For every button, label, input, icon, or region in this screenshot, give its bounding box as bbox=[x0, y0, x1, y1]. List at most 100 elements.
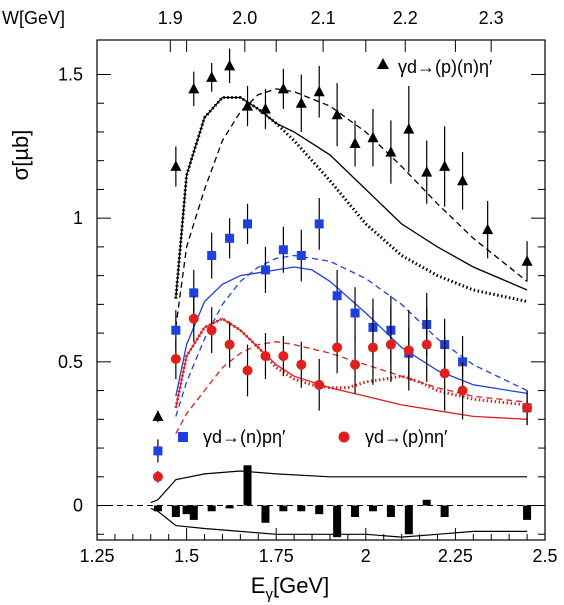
data-point-triangle bbox=[349, 137, 361, 148]
systematic-bar bbox=[386, 505, 395, 518]
x-axis-label: Eγ[GeV] bbox=[251, 573, 329, 603]
data-point-circle bbox=[242, 365, 253, 376]
x-axis-label-unit: [GeV] bbox=[273, 573, 329, 598]
data-point-circle bbox=[152, 471, 163, 482]
legend-square-icon bbox=[178, 432, 188, 442]
data-point-triangle bbox=[259, 102, 271, 114]
x-axis-label-base: E bbox=[251, 573, 266, 598]
systematic-bar bbox=[189, 505, 198, 520]
data-point-square bbox=[153, 446, 163, 456]
x-tick-label: 1.75 bbox=[259, 546, 294, 566]
data-point-circle bbox=[260, 351, 271, 362]
data-point-square bbox=[171, 325, 181, 335]
w-tick-label: 2.0 bbox=[232, 8, 257, 28]
data-point-triangle bbox=[206, 71, 218, 82]
w-tick-label: 2.1 bbox=[311, 8, 336, 28]
data-point-triangle bbox=[482, 223, 494, 235]
legend-label-proton: γd→(p)nη′ bbox=[365, 427, 448, 447]
data-point-triangle bbox=[170, 160, 182, 171]
data-point-circle bbox=[439, 368, 450, 379]
data-point-square bbox=[225, 233, 235, 243]
data-point-triangle bbox=[295, 97, 307, 108]
data-point-triangle bbox=[457, 174, 469, 186]
y-tick-label: 1.5 bbox=[58, 64, 83, 84]
systematic-band bbox=[150, 470, 528, 538]
legend-label-total: γd→(p)(n)η′ bbox=[398, 57, 493, 77]
systematic-bar bbox=[523, 505, 532, 520]
data-point-square bbox=[350, 308, 360, 318]
systematic-bar bbox=[243, 465, 252, 506]
data-point-square bbox=[278, 245, 288, 255]
data-point-square bbox=[207, 251, 217, 261]
data-point-circle bbox=[314, 379, 325, 390]
data-point-square bbox=[189, 288, 199, 298]
data-point-circle bbox=[457, 385, 468, 396]
data-point-circle bbox=[350, 359, 361, 370]
band-upper-line bbox=[150, 470, 528, 504]
data-point-triangle bbox=[242, 100, 254, 111]
plot-frame bbox=[96, 39, 546, 541]
systematic-bar bbox=[182, 505, 191, 515]
data-point-circle bbox=[367, 342, 378, 353]
systematic-bar bbox=[153, 505, 162, 512]
systematic-bar bbox=[207, 505, 216, 512]
legend-item-total: γd→(p)(n)η′ bbox=[377, 57, 493, 77]
systematic-bar bbox=[225, 505, 234, 509]
systematic-bars bbox=[153, 465, 532, 538]
systematic-bar bbox=[315, 505, 324, 515]
y-axis-label: σ[µb] bbox=[8, 130, 33, 181]
data-point-square bbox=[260, 265, 270, 275]
data-point-square bbox=[296, 251, 306, 261]
model-curve-solid bbox=[175, 266, 528, 397]
systematic-bar bbox=[368, 505, 377, 512]
data-point-triangle bbox=[403, 123, 415, 134]
w-tick-label: 1.9 bbox=[158, 8, 183, 28]
systematic-bar bbox=[279, 505, 288, 512]
systematic-bar bbox=[261, 505, 270, 523]
data-point-triangle bbox=[367, 131, 379, 143]
data-point-circle bbox=[403, 345, 414, 356]
x-tick-label: 2 bbox=[361, 546, 371, 566]
data-points bbox=[152, 48, 533, 483]
legend-triangle-icon bbox=[377, 58, 389, 69]
model-curve-dashed bbox=[175, 341, 528, 435]
axes: 1.25 1.5 1.75 2 2.25 2.5 0 0.5 1 1.5 1.9 2.0 2.1 2.2 2… bbox=[58, 8, 558, 566]
data-point-square bbox=[332, 291, 342, 301]
data-point-circle bbox=[278, 351, 289, 362]
data-point-circle bbox=[188, 313, 199, 324]
w-tick-label: 2.3 bbox=[479, 8, 504, 28]
data-point-triangle bbox=[521, 255, 533, 266]
data-point-circle bbox=[421, 339, 432, 350]
y-tick-label: 0 bbox=[73, 496, 83, 516]
data-point-triangle bbox=[421, 166, 433, 177]
data-point-triangle bbox=[439, 160, 451, 171]
systematic-bar bbox=[422, 499, 431, 506]
model-curve-dashed bbox=[175, 254, 528, 417]
x-tick-label: 2.25 bbox=[438, 546, 473, 566]
data-point-circle bbox=[332, 342, 343, 353]
data-point-triangle bbox=[313, 85, 325, 97]
data-point-triangle bbox=[152, 410, 164, 421]
data-point-triangle bbox=[385, 146, 397, 157]
data-point-circle bbox=[296, 359, 307, 370]
data-point-triangle bbox=[277, 82, 289, 94]
x-tick-label: 2.5 bbox=[532, 546, 557, 566]
model-curve-solid bbox=[175, 317, 528, 420]
systematic-bar bbox=[404, 505, 413, 535]
model-curve-dotted bbox=[174, 96, 528, 303]
y-tick-label: 0.5 bbox=[58, 352, 83, 372]
data-point-circle bbox=[170, 353, 181, 364]
x-axis-label-sub: γ bbox=[265, 586, 273, 603]
x-tick-label: 1.5 bbox=[174, 546, 199, 566]
data-point-triangle bbox=[331, 108, 343, 120]
data-point-circle bbox=[224, 339, 235, 350]
systematic-bar bbox=[297, 505, 306, 512]
data-point-triangle bbox=[224, 59, 236, 71]
data-point-square bbox=[314, 219, 324, 229]
data-point-circle bbox=[385, 339, 396, 350]
data-point-square bbox=[243, 219, 253, 229]
systematic-bar bbox=[351, 505, 360, 518]
legend-item-neutron: γd→(n)pη′ bbox=[178, 427, 286, 447]
